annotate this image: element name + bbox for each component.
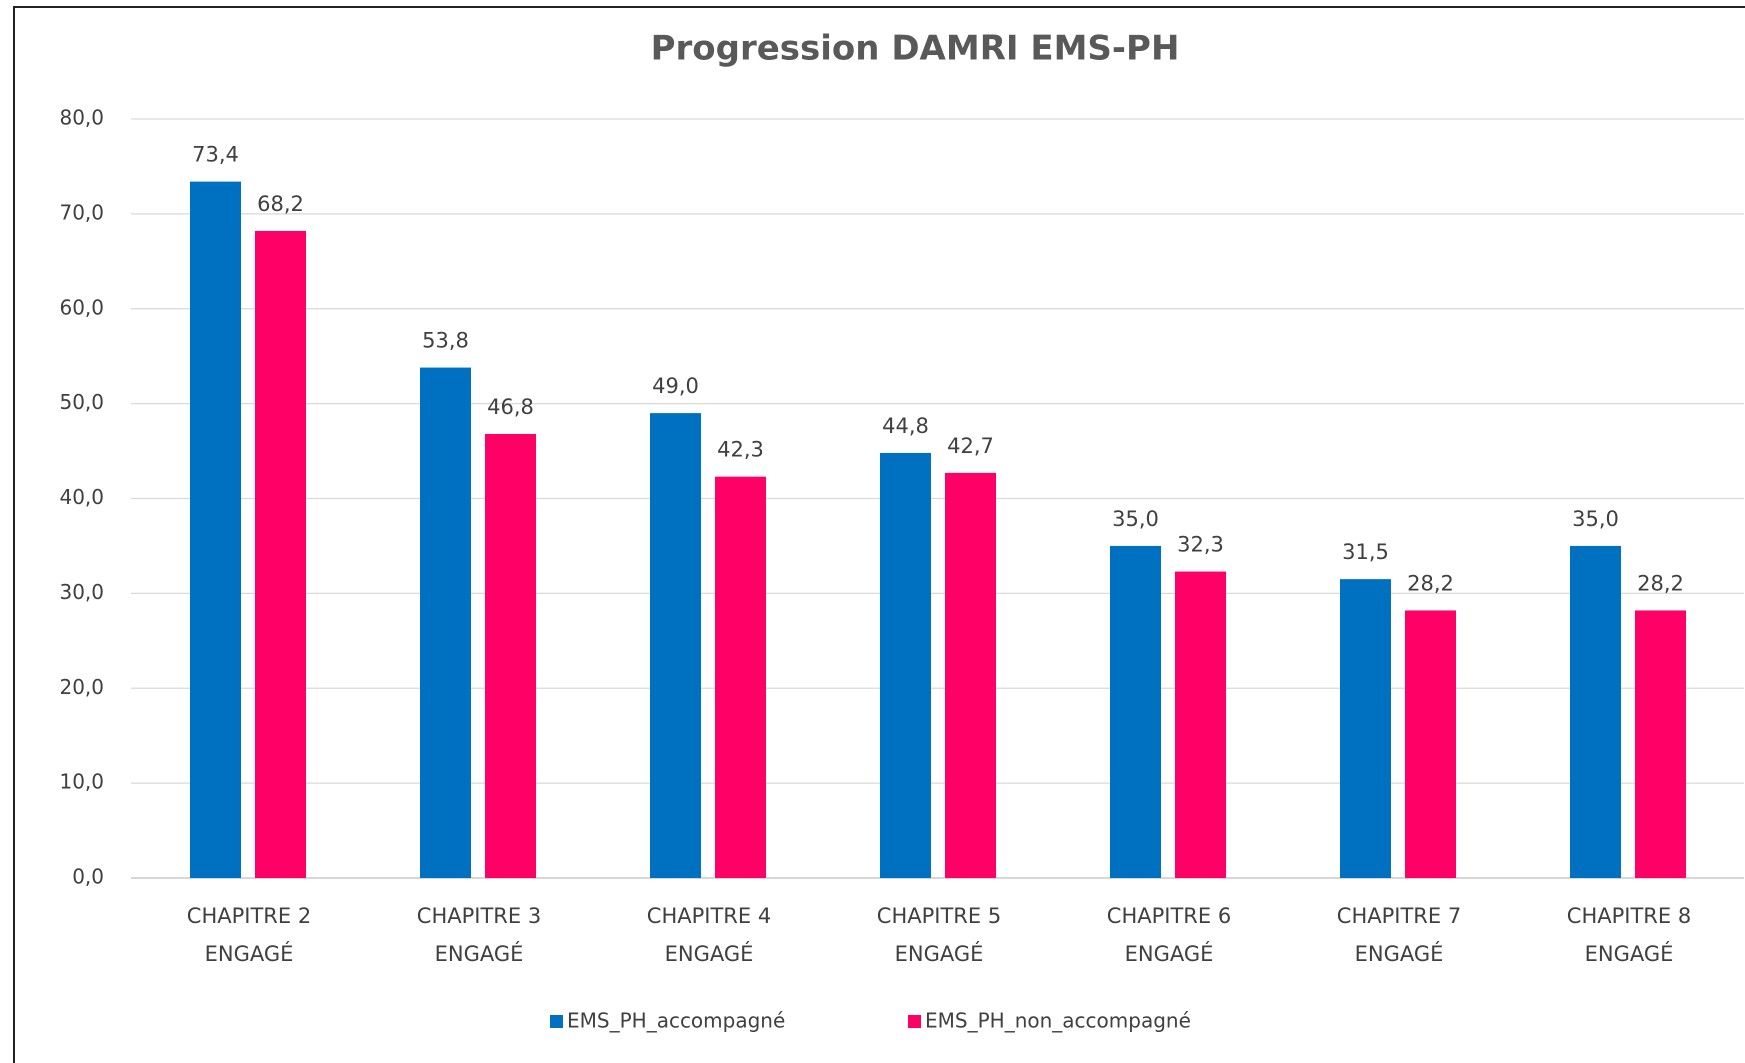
data-label: 73,4 [192, 143, 239, 167]
data-label: 31,5 [1342, 540, 1389, 564]
y-tick-label: 10,0 [59, 770, 104, 794]
y-tick-label: 70,0 [59, 200, 104, 224]
bar [880, 452, 931, 878]
chart-frame [13, 6, 1745, 1063]
bar [715, 476, 766, 878]
data-label: 35,0 [1112, 507, 1159, 531]
y-tick-label: 50,0 [59, 390, 104, 414]
data-label: 28,2 [1407, 571, 1454, 595]
data-label: 42,3 [717, 438, 764, 462]
x-tick-label: CHAPITRE 2 ENGAGÉ [186, 904, 312, 966]
legend-label: EMS_PH_accompagné [567, 1009, 785, 1033]
x-tick-label: CHAPITRE 6 ENGAGÉ [1106, 904, 1232, 966]
y-tick-label: 0,0 [72, 865, 104, 889]
y-tick-label: 60,0 [59, 295, 104, 319]
data-label: 46,8 [487, 395, 534, 419]
bar [1340, 579, 1391, 878]
data-label: 49,0 [652, 374, 699, 398]
legend-swatch [550, 1015, 563, 1028]
bar [190, 181, 241, 878]
data-label: 42,7 [947, 434, 994, 458]
legend-label: EMS_PH_non_accompagné [925, 1009, 1191, 1033]
bar [255, 230, 306, 878]
data-label: 53,8 [422, 329, 469, 353]
x-tick-label: CHAPITRE 5 ENGAGÉ [876, 904, 1002, 966]
bar [1635, 610, 1686, 878]
chart-title: Progression DAMRI EMS-PH [651, 29, 1180, 69]
x-tick-label: CHAPITRE 3 ENGAGÉ [416, 904, 542, 966]
bar [1175, 571, 1226, 878]
y-tick-label: 40,0 [59, 485, 104, 509]
x-tick-label: CHAPITRE 4 ENGAGÉ [646, 904, 772, 966]
data-label: 44,8 [882, 414, 929, 438]
bar [945, 472, 996, 878]
bar [1570, 545, 1621, 878]
y-tick-label: 80,0 [59, 106, 104, 130]
y-tick-label: 30,0 [59, 580, 104, 604]
data-label: 35,0 [1572, 507, 1619, 531]
x-tick-label: CHAPITRE 8 ENGAGÉ [1566, 904, 1692, 966]
y-tick-label: 20,0 [59, 675, 104, 699]
data-label: 28,2 [1637, 571, 1684, 595]
legend-swatch [908, 1015, 921, 1028]
bar [1110, 545, 1161, 878]
bar [485, 433, 536, 878]
bar [650, 413, 701, 878]
bar [1405, 610, 1456, 878]
data-label: 68,2 [257, 192, 304, 216]
bar [420, 367, 471, 878]
data-label: 32,3 [1177, 533, 1224, 557]
x-tick-label: CHAPITRE 7 ENGAGÉ [1336, 904, 1462, 966]
